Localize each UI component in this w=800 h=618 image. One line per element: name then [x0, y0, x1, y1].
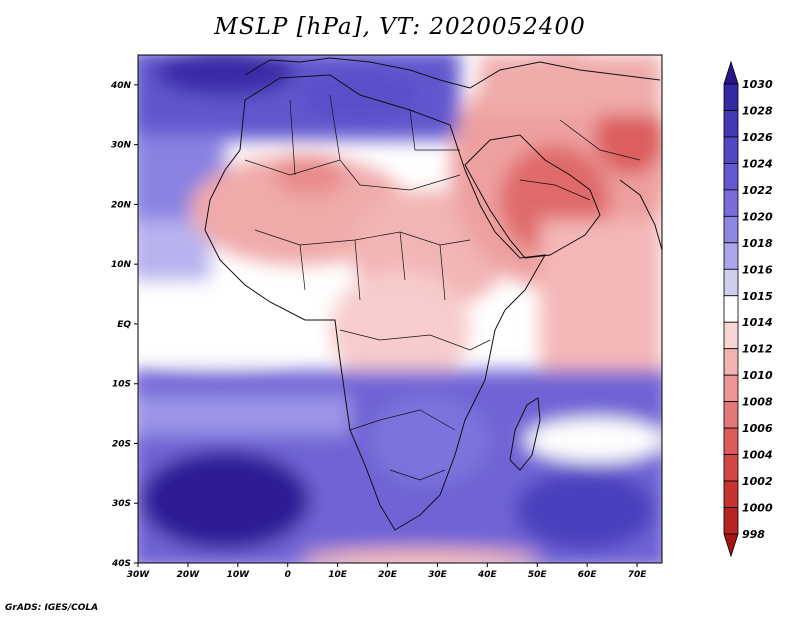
colorbar-swatch [723, 454, 739, 482]
colorbar-label: 1024 [742, 157, 773, 170]
europe-coastline [244, 57, 661, 89]
colorbar-label: 998 [742, 528, 765, 541]
colorbar-label: 1030 [742, 78, 773, 91]
lon-label: 10W [227, 570, 251, 580]
colorbar-label: 1015 [742, 290, 773, 303]
madagascar-coastline [509, 397, 541, 471]
colorbar-swatch [723, 268, 739, 297]
lat-label: 20S [112, 439, 131, 449]
colorbar-swatch [723, 242, 739, 270]
map-frame [137, 54, 663, 564]
lat-label: 20N [111, 200, 132, 210]
colorbar-label: 1000 [742, 502, 773, 515]
lat-label: 30N [111, 141, 132, 151]
colorbar-label: 1014 [742, 316, 773, 329]
colorbar-swatch [723, 295, 739, 323]
lat-label: 30S [112, 499, 131, 509]
lon-label: 20W [177, 570, 201, 580]
colorbar-swatch [723, 136, 739, 164]
map-title: MSLP [hPa], VT: 2020052400 [214, 14, 586, 40]
lat-label: 40N [110, 81, 132, 91]
colorbar-label: 1020 [742, 210, 773, 223]
africa-coastline [204, 74, 546, 531]
colorbar-swatch [723, 507, 739, 535]
colorbar-label: 1004 [742, 449, 773, 462]
colorbar-label: 1006 [742, 422, 773, 435]
colorbar-top-arrow [723, 60, 739, 85]
grads-credit: GrADS: IGES/COLA [5, 603, 99, 613]
lon-label: 50E [528, 570, 548, 580]
india-coastline [619, 179, 662, 251]
colorbar-swatch [723, 189, 739, 217]
colorbar-label: 1022 [742, 184, 773, 197]
country-borders [244, 94, 641, 481]
colorbar-swatch [723, 480, 739, 508]
colorbar-label: 1002 [742, 475, 773, 488]
colorbar-label: 1026 [742, 131, 773, 144]
colorbar: 1030 1028 1026 1024 1022 1020 1018 1016 1015 1014… [723, 60, 773, 558]
coastlines [204, 57, 662, 531]
colorbar-bottom-arrow [723, 533, 739, 558]
lon-label: 0 [285, 570, 291, 580]
colorbar-swatch [723, 427, 739, 455]
colorbar-label: 1012 [742, 343, 773, 356]
pressure-field [138, 55, 662, 563]
colorbar-swatch [723, 83, 739, 111]
lat-label: 10S [112, 380, 131, 390]
lon-label: 60E [578, 570, 598, 580]
longitude-axis: 30W 20W 10W 0 10E 20E 30E 40E 50E 60E 70E [127, 563, 647, 580]
colorbar-swatch [723, 348, 739, 376]
colorbar-label: 1010 [742, 369, 773, 382]
colorbar-label: 1028 [742, 104, 773, 117]
colorbar-swatch [723, 110, 739, 138]
colorbar-swatch [723, 215, 739, 244]
colorbar-swatch [723, 374, 739, 403]
colorbar-swatch [723, 163, 739, 191]
lon-label: 30E [428, 570, 448, 580]
latitude-axis: 40N 30N 20N 10N EQ 10S 20S 30S 40S [110, 81, 138, 569]
colorbar-label: 1016 [742, 263, 773, 276]
lat-label: 10N [111, 260, 132, 270]
lon-label: 40E [477, 570, 498, 580]
lat-label: EQ [117, 320, 131, 330]
colorbar-swatch [723, 321, 739, 350]
lon-label: 30W [127, 570, 151, 580]
lon-label: 20E [378, 570, 398, 580]
colorbar-label: 1018 [742, 237, 773, 250]
lon-label: 70E [628, 570, 648, 580]
mslp-map: 40N 30N 20N 10N EQ 10S 20S 30S 40S 30W 20W 10W 0 10E… [110, 54, 773, 580]
colorbar-label: 1008 [742, 396, 773, 409]
colorbar-swatch [723, 401, 739, 429]
lat-label: 40S [111, 559, 131, 569]
lon-label: 10E [328, 570, 348, 580]
arabia-coastline [464, 134, 601, 259]
